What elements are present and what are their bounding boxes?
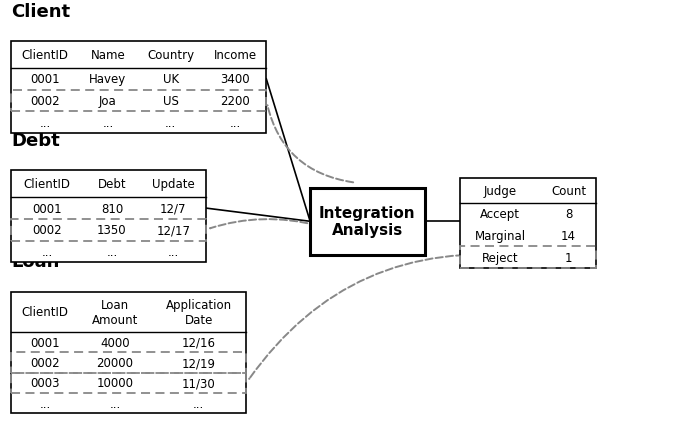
Text: 0002: 0002 [32, 224, 62, 236]
Text: 0001: 0001 [30, 73, 60, 86]
Text: Application
Date: Application Date [166, 298, 232, 326]
Text: ...: ... [42, 246, 53, 258]
Text: 1350: 1350 [97, 224, 127, 236]
FancyArrowPatch shape [267, 106, 353, 183]
Text: Debt: Debt [98, 178, 126, 191]
Text: 0001: 0001 [30, 336, 60, 349]
Text: Country: Country [147, 49, 195, 62]
Text: Count: Count [551, 184, 586, 197]
Bar [12, 219, 206, 241]
Text: ...: ... [165, 117, 176, 129]
Text: 810: 810 [101, 202, 123, 215]
Text: ClientID: ClientID [22, 306, 68, 319]
Text: ...: ... [106, 246, 118, 258]
Text: UK: UK [162, 73, 179, 86]
Text: 0001: 0001 [32, 202, 62, 215]
Text: 0003: 0003 [30, 376, 60, 390]
Text: 0002: 0002 [30, 356, 60, 369]
Text: Joa: Joa [99, 95, 117, 108]
Text: Debt: Debt [12, 132, 60, 150]
Text: Loan
Amount: Loan Amount [92, 298, 138, 326]
Text: Accept: Accept [480, 208, 521, 221]
FancyArrowPatch shape [210, 220, 317, 229]
Text: 12/19: 12/19 [182, 356, 216, 369]
Text: Marginal: Marginal [475, 230, 526, 243]
Text: ClientID: ClientID [22, 49, 68, 62]
Text: Reject: Reject [482, 251, 519, 264]
Bar [12, 90, 266, 112]
Text: ...: ... [229, 117, 241, 129]
Text: ...: ... [40, 396, 51, 410]
Text: 20000: 20000 [97, 356, 134, 369]
Bar [12, 353, 247, 373]
Text: 1: 1 [565, 251, 573, 264]
Text: Name: Name [90, 49, 125, 62]
Text: 11/30: 11/30 [182, 376, 216, 390]
Text: Loan: Loan [12, 253, 60, 271]
Bar [12, 171, 206, 263]
Text: 3400: 3400 [221, 73, 250, 86]
Text: Integration
Analysis: Integration Analysis [319, 206, 416, 238]
Text: 8: 8 [565, 208, 572, 221]
Bar [12, 42, 266, 134]
Bar [12, 292, 247, 413]
Text: 2200: 2200 [221, 95, 250, 108]
Text: ...: ... [193, 396, 204, 410]
Bar [460, 178, 596, 268]
Text: Judge: Judge [484, 184, 517, 197]
Bar [12, 373, 247, 393]
Text: Income: Income [214, 49, 257, 62]
Text: US: US [163, 95, 179, 108]
Text: Update: Update [152, 178, 195, 191]
Text: ClientID: ClientID [24, 178, 71, 191]
Text: 4000: 4000 [100, 336, 129, 349]
FancyArrowPatch shape [249, 255, 525, 379]
Text: ...: ... [110, 396, 121, 410]
Text: 14: 14 [561, 230, 576, 243]
Bar [460, 247, 596, 268]
Text: ...: ... [40, 117, 51, 129]
Text: 12/17: 12/17 [156, 224, 190, 236]
Text: ...: ... [102, 117, 114, 129]
Text: ...: ... [168, 246, 179, 258]
Text: 12/16: 12/16 [182, 336, 216, 349]
Text: Client: Client [12, 3, 71, 21]
Text: 0002: 0002 [30, 95, 60, 108]
Text: 12/7: 12/7 [160, 202, 186, 215]
Bar [310, 188, 425, 255]
Text: Havey: Havey [89, 73, 127, 86]
Text: 10000: 10000 [97, 376, 134, 390]
